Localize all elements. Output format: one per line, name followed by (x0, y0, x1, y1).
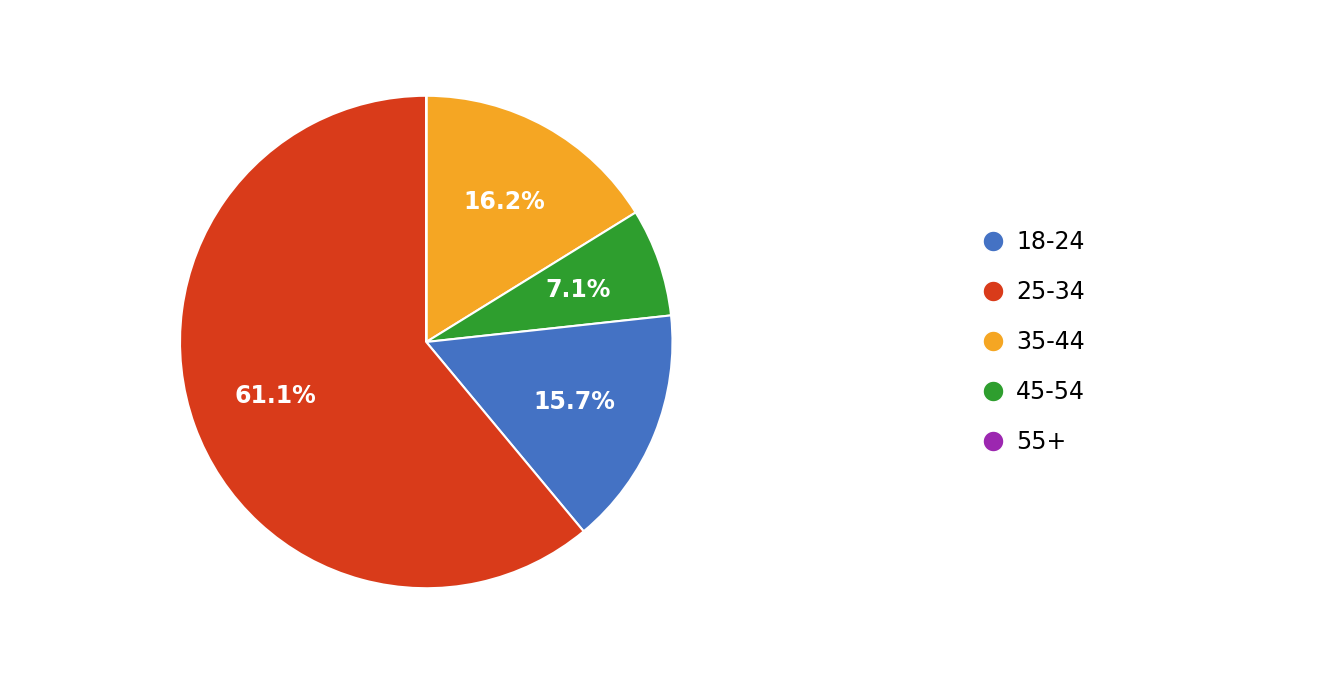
Text: 61.1%: 61.1% (234, 384, 317, 408)
Text: 15.7%: 15.7% (534, 390, 615, 414)
Text: 16.2%: 16.2% (464, 190, 545, 214)
Wedge shape (426, 213, 671, 342)
Wedge shape (426, 96, 635, 342)
Legend: 18-24, 25-34, 35-44, 45-54, 55+: 18-24, 25-34, 35-44, 45-54, 55+ (992, 230, 1086, 454)
Wedge shape (426, 315, 673, 531)
Wedge shape (180, 96, 583, 588)
Text: 7.1%: 7.1% (545, 278, 610, 302)
